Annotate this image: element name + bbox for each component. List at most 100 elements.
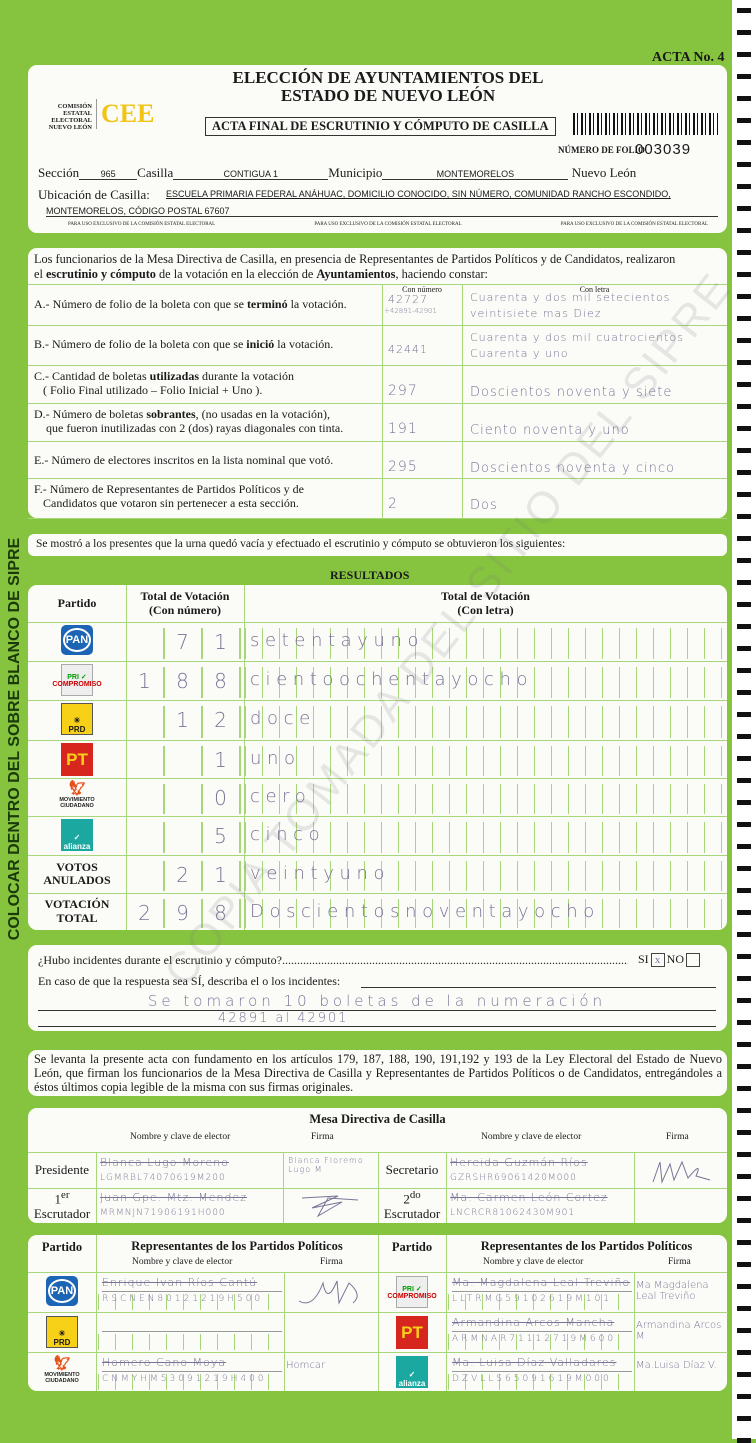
item-label: D.- Número de boletas sobrantes, (no usa…	[34, 407, 344, 435]
location-line: Sección 965 Casilla CONTIGUA 1 Municipio MONT…	[38, 165, 637, 180]
vote-digit: 9	[176, 901, 190, 925]
pan-logo: PAN	[61, 625, 93, 655]
registration-mark	[737, 492, 751, 497]
registration-mark	[737, 690, 751, 695]
registration-mark	[737, 844, 751, 849]
reps-col-partido-left: Partido	[41, 1240, 83, 1255]
registration-mark	[737, 1174, 751, 1179]
item-number: 42727	[388, 293, 428, 306]
vote-digit: 2	[176, 863, 190, 887]
item-number: 295	[388, 459, 418, 475]
rep-name: Armandina Arcos Mancha	[452, 1316, 632, 1332]
item-label: B.- Número de folio de la boleta con que…	[34, 337, 334, 351]
rep-firma: Homcar	[286, 1360, 326, 1371]
role-escrutador-2: 2do Escrutador	[383, 1189, 441, 1221]
pt-logo: PT	[61, 743, 93, 776]
intro-text: Los funcionarios de la Mesa Directiva de…	[34, 252, 676, 281]
vote-digit: 2	[138, 901, 152, 925]
reps-col-name-left: Nombre y clave de elector	[132, 1257, 233, 1267]
registration-mark	[737, 316, 751, 321]
item-label: E.- Número de electores inscritos en la …	[34, 453, 334, 467]
registration-mark	[737, 998, 751, 1003]
movimiento-ciudadano-logo: 🦅︎ MOVIMIENTO CIUDADANO	[42, 1356, 82, 1388]
ubicacion-value-1: ESCUELA PRIMARIA FEDERAL ANÁHUAC, DOMICI…	[166, 189, 671, 199]
rep-firma: Ma Magdalena Leal Treviño	[636, 1280, 709, 1302]
vote-digit: 7	[176, 630, 190, 654]
item-letra: Cuarenta y dos mil setecientos	[470, 291, 671, 304]
incidents-line-1: Se tomaron 10 boletas de la numeración	[38, 992, 716, 1011]
vote-letra: veintyuno	[250, 863, 391, 884]
rep-name: Homero Cano Moya	[102, 1356, 282, 1372]
prd-logo: ☀ PRD	[61, 703, 93, 735]
role-escrutador-1: 1er Escrutador	[33, 1189, 91, 1221]
registration-mark	[737, 250, 751, 255]
escrutador1-clave: MRMNJN71906191H000	[100, 1208, 226, 1218]
registration-mark	[737, 272, 751, 277]
item-letra: Dos	[470, 498, 498, 513]
registration-mark	[737, 118, 751, 123]
registration-mark	[737, 140, 751, 145]
legal-panel: Se levanta la presente acta con fundamen…	[28, 1050, 727, 1096]
no-checkbox[interactable]	[686, 952, 701, 967]
pri-compromiso-logo: PRI ✓ COMPROMISO	[52, 664, 102, 696]
rep-name: Ma. Luisa Díaz Valladares	[452, 1356, 632, 1372]
registration-mark	[737, 712, 751, 717]
rep-name: Enrique Ivan Ríos Cantú	[102, 1276, 282, 1292]
registration-mark	[737, 1394, 751, 1399]
registration-mark	[737, 800, 751, 805]
reps-col-firma-right: Firma	[668, 1257, 691, 1267]
pt-logo: PT	[396, 1316, 428, 1349]
exclusive-use-notes: PARA USO EXCLUSIVO DE LA COMISIÓN ESTATA…	[68, 222, 708, 227]
registration-mark	[737, 1372, 751, 1377]
eagle-icon: 🦅︎	[67, 780, 87, 797]
item-letra: Cuarenta y dos mil cuatrocientos	[470, 331, 684, 344]
registration-mark	[737, 932, 751, 937]
registration-mark	[737, 52, 751, 57]
rep-clave: ARMNAR71112719M600	[452, 1334, 617, 1344]
casilla-value: CONTIGUA 1	[173, 169, 329, 180]
vote-number: 11	[127, 748, 244, 774]
registration-mark	[737, 206, 751, 211]
col-header-letra: Con letra	[579, 284, 610, 294]
mesa-col-name-left: Nombre y clave de elector	[130, 1132, 231, 1142]
results-row-label: VOTOS ANULADOS	[43, 859, 111, 887]
side-instruction-text: COLOCAR DENTRO DEL SOBRE BLANCO DE SIPRE	[6, 537, 23, 941]
mesa-title: Mesa Directiva de Casilla	[309, 1112, 446, 1126]
rep-firma: Ma.Luisa Díaz V.	[636, 1360, 717, 1371]
item-number-extra: +42891-42901	[384, 307, 437, 315]
pan-logo: PAN	[46, 1276, 78, 1306]
item-letra-2: Cuarenta y uno	[470, 347, 569, 360]
registration-mark	[737, 1306, 751, 1311]
vote-digit: 1	[138, 669, 152, 693]
registration-mark	[737, 228, 751, 233]
registration-mark	[737, 8, 751, 13]
nueva-alianza-logo: ✓ alianza	[61, 819, 93, 851]
registration-mark	[737, 448, 751, 453]
vote-digit: 8	[214, 901, 228, 925]
si-checkbox[interactable]: x	[650, 952, 665, 967]
role-presidente: Presidente	[34, 1161, 90, 1177]
reps-title-right: Representantes de los Partidos Políticos	[480, 1239, 693, 1254]
rep-clave: RSCNEN80121219H500	[102, 1294, 264, 1304]
ubicacion-value-2: MONTEMORELOS, CÓDIGO POSTAL 67607	[46, 206, 718, 217]
vote-digit: 1	[176, 708, 190, 732]
registration-mark	[737, 74, 751, 79]
mesa-col-firma-left: Firma	[311, 1132, 334, 1142]
vote-number: 55	[127, 824, 244, 850]
secretario-clave: GZRSHR69061420M000	[450, 1173, 577, 1183]
presidente-name: Blanca Lugo Moreno	[100, 1156, 229, 1169]
vote-letra: cinco	[250, 824, 326, 845]
registration-mark	[737, 910, 751, 915]
rep-clave: CNMYHM53091219H400	[102, 1374, 267, 1384]
registration-mark	[737, 1196, 751, 1201]
item-label: C.- Cantidad de boletas utilizadas duran…	[34, 369, 294, 397]
item-number: 42441	[388, 343, 428, 356]
registration-mark	[737, 602, 751, 607]
vote-number: 2121	[127, 863, 244, 889]
mesa-directiva-panel: Mesa Directiva de Casilla Nombre y clave…	[28, 1108, 727, 1223]
vote-digit: 1	[214, 630, 228, 654]
incidents-answer: SI x NO	[638, 952, 701, 967]
registration-mark	[737, 1042, 751, 1047]
form-subtitle: ACTA FINAL DE ESCRUTINIO Y CÓMPUTO DE CA…	[205, 117, 556, 136]
vote-letra: cientoochentayocho	[250, 669, 534, 690]
